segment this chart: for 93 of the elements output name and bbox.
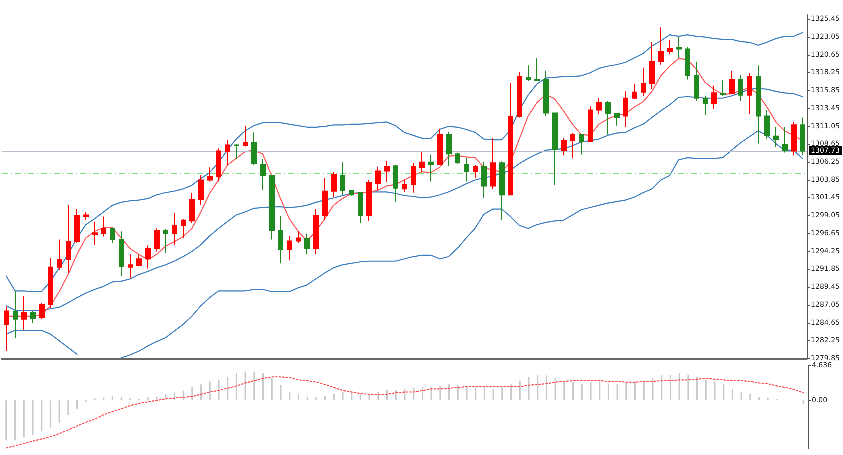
line-series — [6, 376, 804, 449]
candlestick — [473, 164, 478, 179]
candlestick — [216, 148, 221, 182]
candlestick — [419, 151, 425, 173]
candlestick — [614, 113, 620, 126]
candlestick — [393, 164, 398, 202]
candlestick — [92, 221, 98, 246]
candlestick — [641, 67, 646, 97]
candlestick — [455, 152, 460, 164]
candlestick — [21, 296, 27, 330]
candlestick — [136, 254, 142, 268]
candlestick — [464, 157, 469, 182]
candlestick — [83, 212, 89, 221]
candlestick — [198, 174, 204, 206]
candlestick — [773, 126, 779, 148]
candlestick — [13, 290, 18, 339]
candlestick — [526, 65, 531, 82]
candlestick — [579, 134, 584, 156]
candlestick — [667, 40, 673, 55]
candlestick — [499, 161, 505, 221]
candlestick — [251, 132, 257, 166]
candlestick — [384, 160, 390, 183]
candlestick — [48, 258, 53, 309]
candlestick — [623, 91, 628, 128]
candlestick — [791, 122, 797, 156]
candlestick — [207, 167, 213, 182]
candlestick — [676, 36, 682, 59]
candlestick — [101, 216, 106, 238]
candlestick — [243, 125, 248, 148]
candlestick — [331, 172, 337, 198]
candlestick — [313, 208, 319, 256]
candlestick — [561, 138, 567, 156]
candlestick — [57, 239, 62, 271]
candlestick — [490, 138, 496, 190]
candlestick — [145, 245, 151, 270]
candlestick — [110, 227, 115, 244]
candlestick — [66, 205, 71, 274]
candlestick — [685, 46, 690, 80]
candlestick — [738, 74, 743, 102]
candlestick — [703, 96, 708, 116]
candlestick — [287, 236, 292, 262]
candlestick — [304, 233, 310, 256]
candlestick — [366, 180, 372, 222]
candlestick — [119, 231, 124, 277]
candlestick — [632, 84, 637, 100]
line-series — [6, 32, 804, 292]
candlestick — [729, 70, 735, 96]
candlestick — [588, 106, 593, 143]
candlestick — [782, 126, 788, 154]
candlestick — [720, 80, 726, 97]
candlestick — [296, 230, 301, 244]
candlestick — [508, 82, 513, 196]
candlestick — [74, 208, 80, 244]
candlestick — [534, 58, 540, 82]
candlestick — [747, 72, 752, 114]
candlestick — [764, 110, 770, 140]
candlestick — [30, 310, 36, 324]
candlestick — [181, 218, 186, 239]
candlestick — [428, 154, 434, 182]
candlestick — [756, 65, 761, 144]
candlestick — [260, 158, 266, 192]
candlestick — [189, 192, 195, 224]
candlestick — [402, 180, 407, 193]
candlestick — [649, 42, 655, 90]
candlestick — [349, 190, 354, 196]
candlestick — [437, 128, 443, 166]
candlestick — [128, 254, 133, 279]
candlestick — [596, 98, 602, 114]
candlestick — [358, 192, 363, 224]
candlestick — [322, 178, 328, 221]
candlestick — [154, 228, 160, 252]
candlestick — [605, 100, 611, 136]
candlestick — [658, 27, 664, 66]
candlestick — [234, 144, 239, 160]
candlestick — [481, 162, 487, 199]
candlestick — [411, 162, 416, 194]
candlestick — [446, 131, 452, 167]
candlestick — [711, 85, 717, 110]
candlestick — [278, 215, 283, 264]
candlestick — [172, 212, 177, 246]
candlestick — [800, 117, 805, 156]
candlestick — [39, 302, 45, 320]
candlestick — [269, 175, 275, 240]
candlestick — [570, 132, 575, 160]
candlestick — [225, 140, 230, 166]
candlestick — [552, 112, 558, 186]
candlestick — [340, 162, 345, 196]
candlestick — [4, 306, 9, 352]
candlestick — [543, 70, 549, 117]
candlestick — [694, 61, 699, 102]
candlestick — [517, 72, 522, 118]
candlestick — [375, 166, 381, 192]
candlestick — [163, 228, 168, 254]
